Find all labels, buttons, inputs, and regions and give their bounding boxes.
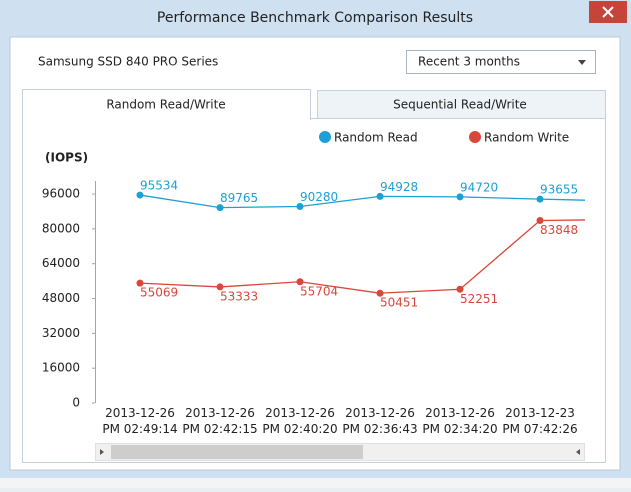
y-tick-label: 80000	[42, 221, 80, 235]
point	[137, 192, 144, 199]
tab-label: Sequential Read/Write	[393, 98, 527, 112]
scrollbar-thumb[interactable]	[111, 445, 363, 459]
legend-label: Random Read	[334, 131, 418, 145]
legend-label: Random Write	[484, 131, 569, 145]
data-label: 93655	[540, 183, 578, 197]
data-label: 55069	[140, 286, 178, 300]
data-label: 94928	[380, 180, 418, 194]
y-tick-label: 48000	[42, 291, 80, 305]
data-label: 53333	[220, 289, 258, 303]
data-label: 90280	[300, 190, 338, 204]
y-tick-label: 0	[72, 396, 80, 410]
y-tick-label: 16000	[42, 361, 80, 375]
data-label: 83848	[540, 223, 578, 237]
legend-marker	[319, 131, 331, 143]
y-tick-label: 96000	[42, 187, 80, 201]
y-axis-label: (IOPS)	[45, 151, 88, 165]
point	[377, 193, 384, 200]
legend-marker	[469, 131, 481, 143]
period-value: Recent 3 months	[418, 55, 520, 69]
data-label: 55704	[300, 284, 338, 298]
device-name: Samsung SSD 840 PRO Series	[38, 55, 218, 69]
tab-joint	[23, 117, 310, 120]
tab-label: Random Read/Write	[106, 98, 225, 112]
y-tick-label: 32000	[42, 326, 80, 340]
data-label: 50451	[380, 296, 418, 310]
data-label: 95534	[140, 179, 178, 193]
point	[297, 203, 304, 210]
y-tick-label: 64000	[42, 256, 80, 270]
point	[217, 204, 224, 211]
point	[537, 196, 544, 203]
point	[457, 193, 464, 200]
window-title: Performance Benchmark Comparison Results	[157, 10, 473, 26]
data-label: 94720	[460, 180, 498, 194]
data-label: 52251	[460, 292, 498, 306]
data-label: 89765	[220, 191, 258, 205]
